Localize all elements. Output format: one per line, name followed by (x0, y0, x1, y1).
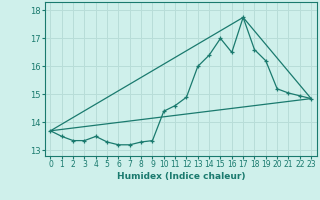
X-axis label: Humidex (Indice chaleur): Humidex (Indice chaleur) (116, 172, 245, 181)
